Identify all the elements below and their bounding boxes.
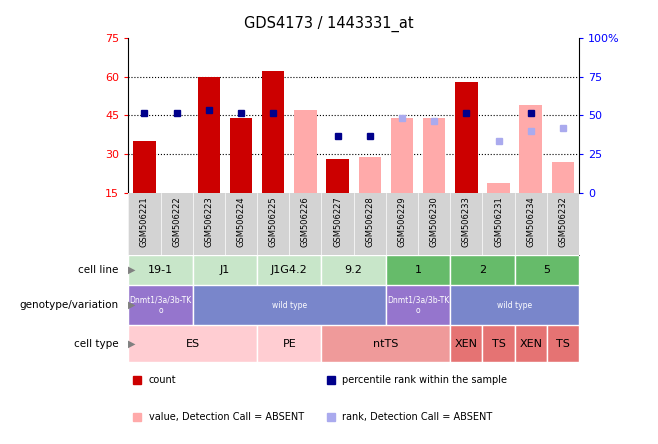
Text: TS: TS (556, 339, 570, 349)
Text: Dnmt1/3a/3b-TK
o: Dnmt1/3a/3b-TK o (387, 296, 449, 315)
Bar (455, 82, 478, 193)
Bar (450, 285, 579, 325)
Bar (294, 110, 316, 193)
Text: 2: 2 (479, 265, 486, 275)
Text: TS: TS (492, 339, 505, 349)
Bar (551, 162, 574, 193)
Bar (133, 141, 156, 193)
Bar (391, 118, 413, 193)
Text: GSM506224: GSM506224 (236, 196, 245, 247)
Text: count: count (149, 375, 176, 385)
Text: XEN: XEN (455, 339, 478, 349)
Text: rank, Detection Call = ABSENT: rank, Detection Call = ABSENT (342, 412, 493, 422)
Text: GDS4173 / 1443331_at: GDS4173 / 1443331_at (244, 16, 414, 32)
Text: 5: 5 (544, 265, 550, 275)
Text: genotype/variation: genotype/variation (19, 300, 118, 310)
Text: GSM506229: GSM506229 (397, 196, 407, 247)
Text: ▶: ▶ (128, 300, 136, 310)
Text: cell type: cell type (74, 339, 118, 349)
Text: wild type: wild type (272, 301, 307, 310)
Bar (128, 285, 193, 325)
Bar (359, 157, 381, 193)
Text: percentile rank within the sample: percentile rank within the sample (342, 375, 507, 385)
Text: GSM506232: GSM506232 (559, 196, 567, 247)
Bar (193, 285, 386, 325)
Text: 1: 1 (415, 265, 422, 275)
Bar (322, 255, 386, 285)
Text: GSM506225: GSM506225 (268, 196, 278, 247)
Bar (257, 255, 322, 285)
Text: value, Detection Call = ABSENT: value, Detection Call = ABSENT (149, 412, 304, 422)
Bar (482, 325, 515, 362)
Bar (322, 325, 450, 362)
Bar (515, 325, 547, 362)
Text: GSM506227: GSM506227 (333, 196, 342, 247)
Text: GSM506233: GSM506233 (462, 196, 471, 247)
Text: ▶: ▶ (128, 265, 136, 275)
Bar (128, 325, 257, 362)
Text: ntTS: ntTS (373, 339, 399, 349)
Bar (386, 255, 450, 285)
Bar (128, 255, 193, 285)
Bar (519, 105, 542, 193)
Text: ▶: ▶ (128, 339, 136, 349)
Bar (262, 71, 284, 193)
Bar (423, 118, 445, 193)
Bar (197, 76, 220, 193)
Bar (515, 255, 579, 285)
Text: 19-1: 19-1 (148, 265, 173, 275)
Bar (488, 183, 510, 193)
Text: 9.2: 9.2 (345, 265, 363, 275)
Text: GSM506222: GSM506222 (172, 196, 181, 247)
Text: ES: ES (186, 339, 200, 349)
Text: GSM506231: GSM506231 (494, 196, 503, 247)
Bar (193, 255, 257, 285)
Bar (450, 255, 515, 285)
Text: XEN: XEN (519, 339, 542, 349)
Text: J1: J1 (220, 265, 230, 275)
Bar (326, 159, 349, 193)
Text: Dnmt1/3a/3b-TK
o: Dnmt1/3a/3b-TK o (130, 296, 191, 315)
Bar (230, 118, 252, 193)
Text: GSM506223: GSM506223 (204, 196, 213, 247)
Bar (386, 285, 450, 325)
Bar (450, 325, 482, 362)
Bar (547, 325, 579, 362)
Text: GSM506221: GSM506221 (140, 196, 149, 247)
Text: PE: PE (282, 339, 296, 349)
Text: GSM506228: GSM506228 (365, 196, 374, 247)
Bar (257, 325, 322, 362)
Text: wild type: wild type (497, 301, 532, 310)
Text: J1G4.2: J1G4.2 (271, 265, 308, 275)
Text: GSM506230: GSM506230 (430, 196, 439, 247)
Text: cell line: cell line (78, 265, 118, 275)
Text: GSM506234: GSM506234 (526, 196, 535, 247)
Text: GSM506226: GSM506226 (301, 196, 310, 247)
